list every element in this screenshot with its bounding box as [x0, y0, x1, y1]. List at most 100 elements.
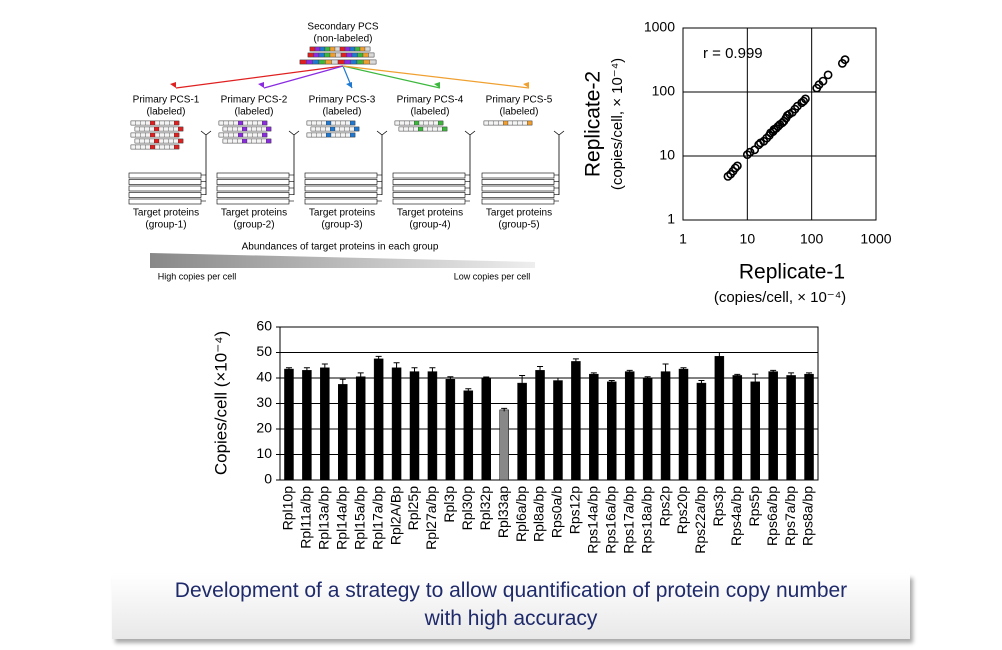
strip-cell — [512, 120, 518, 126]
primary-subtitle: (labeled) — [411, 107, 450, 118]
strip-cell — [149, 138, 155, 144]
point — [840, 55, 850, 65]
strip-cell — [227, 126, 233, 132]
y-axis-label: Copies/cell (×10⁻⁴) — [211, 331, 230, 475]
primary-subtitle: (labeled) — [323, 107, 362, 118]
strip-cell — [145, 120, 151, 126]
error-bar — [572, 358, 579, 364]
point — [745, 147, 755, 157]
protein — [216, 198, 290, 205]
strip-cell — [251, 138, 257, 144]
strip-cell — [339, 126, 345, 132]
secondary-title: Secondary PCS — [307, 22, 378, 33]
strip-cell — [237, 126, 243, 132]
strip-cell — [130, 144, 136, 150]
strip-cell — [257, 132, 263, 138]
strip-cell — [135, 144, 141, 150]
x-tick-label: Rpl33ap — [495, 486, 511, 538]
strip-cell — [423, 120, 429, 126]
strip-cell — [414, 120, 420, 126]
strip-cell — [251, 126, 257, 132]
strip-cell — [233, 132, 239, 138]
arrow — [263, 65, 344, 89]
secondary-subtitle: (non-labeled) — [314, 34, 373, 45]
strip-cell — [242, 132, 248, 138]
primary-subtitle: (labeled) — [235, 107, 274, 118]
y-tick-label: 10 — [659, 147, 675, 163]
caption: Development of a strategy to allow quant… — [112, 574, 910, 639]
strip-cell — [437, 126, 443, 132]
error-bar — [465, 388, 472, 393]
strip-cell — [246, 126, 252, 132]
strip-cell — [227, 138, 233, 144]
strip-cell — [354, 126, 360, 132]
strip-cell — [135, 132, 141, 138]
bar — [696, 382, 707, 481]
primary-title: Primary PCS-3 — [309, 95, 376, 106]
x-tick-label: Rps3p — [710, 486, 726, 527]
protein — [481, 192, 555, 198]
strip-cell — [442, 126, 448, 132]
strip-cell — [346, 52, 353, 58]
strip-cell — [330, 126, 336, 132]
arrow — [175, 65, 344, 89]
bar — [786, 375, 796, 481]
strip-cell — [340, 120, 346, 126]
error-bar — [770, 369, 777, 373]
strip-cell — [483, 120, 489, 126]
target-title: Target proteins — [309, 208, 375, 219]
bar — [607, 381, 617, 481]
strip-cell — [324, 46, 331, 52]
strip-cell — [233, 120, 239, 126]
strip-cell — [169, 144, 175, 150]
strip-cell — [168, 138, 174, 144]
y-tick-label: 20 — [256, 420, 272, 436]
strip-cell — [349, 46, 356, 52]
strip-cell — [232, 126, 238, 132]
strip-cell — [349, 126, 355, 132]
strip-cell — [331, 59, 339, 65]
error-bar — [375, 355, 382, 362]
error-bar — [734, 373, 741, 377]
target-subtitle: (group-1) — [145, 220, 186, 231]
protein — [216, 185, 290, 192]
protein — [392, 172, 466, 179]
strip-cell — [316, 132, 322, 138]
strip-cell — [433, 120, 439, 126]
strip-cell — [335, 52, 342, 58]
protein — [481, 198, 555, 205]
bar — [535, 370, 545, 481]
strip-cell — [140, 132, 146, 138]
strip-cell — [178, 138, 184, 144]
strip-cell — [139, 138, 145, 144]
arrow — [342, 65, 441, 89]
caption-line: Development of a strategy to allow quant… — [174, 579, 848, 602]
error-bar — [644, 376, 651, 380]
strip-cell — [329, 52, 336, 58]
strip-cell — [223, 120, 229, 126]
error-bar — [716, 352, 723, 361]
protein — [304, 198, 378, 205]
strip-cell — [158, 126, 164, 132]
error-bar — [357, 372, 364, 381]
strip-cell — [218, 132, 224, 138]
bar — [642, 377, 653, 481]
strip-cell — [488, 120, 494, 126]
strip-cell — [140, 120, 146, 126]
strip-cell — [247, 120, 253, 126]
strip-cell — [266, 138, 272, 144]
y-tick-label: 0 — [264, 471, 272, 487]
y-tick-label: 50 — [256, 343, 272, 359]
strip-cell — [222, 126, 228, 132]
x-tick-label: Rps16a/bp — [602, 486, 618, 554]
protein — [304, 192, 378, 198]
strip-cell — [306, 59, 313, 65]
bar — [589, 373, 599, 481]
y-tick-label: 30 — [256, 394, 272, 410]
bar — [409, 371, 420, 481]
strip-cell — [321, 120, 327, 126]
strip-cell — [145, 144, 151, 150]
strip-cell — [318, 59, 326, 65]
strip-cell — [262, 120, 268, 126]
target-subtitle: (group-3) — [321, 220, 362, 231]
